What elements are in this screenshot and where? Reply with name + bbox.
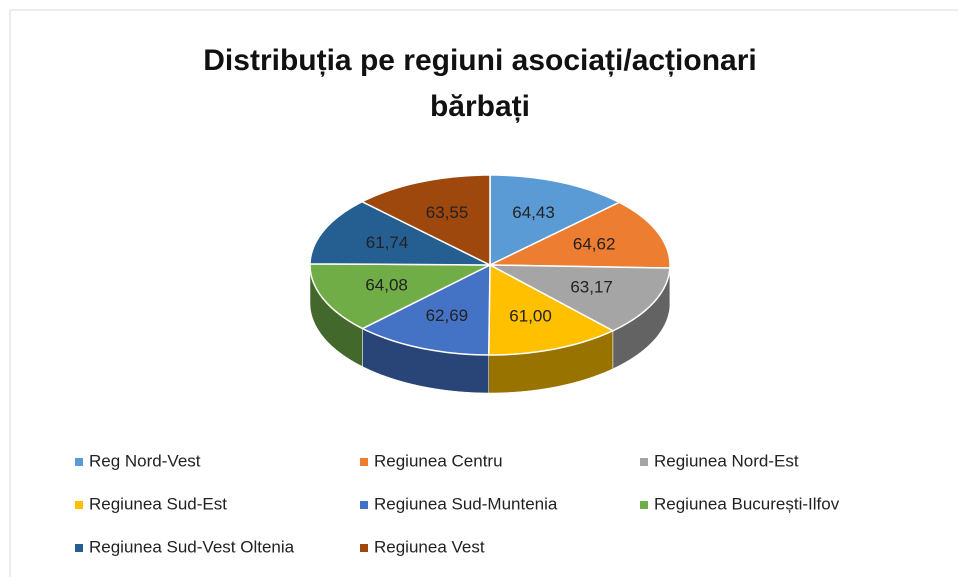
chart-title: Distribuția pe regiuni asociați/acționar… xyxy=(203,44,757,123)
legend-label: Regiunea Sud-Est xyxy=(89,494,227,513)
legend-swatch xyxy=(640,501,648,509)
legend-swatch xyxy=(75,458,83,466)
legend-label: Regiunea București-Ilfov xyxy=(654,494,840,513)
pie-slice xyxy=(489,201,671,269)
legend-label: Regiunea Sud-Vest Oltenia xyxy=(89,537,295,556)
pie-slice xyxy=(489,264,671,332)
data-label: 62,69 xyxy=(426,306,469,325)
data-label: 64,08 xyxy=(365,275,408,294)
data-label: 63,17 xyxy=(570,278,613,297)
data-label: 64,62 xyxy=(573,234,616,253)
data-label: 64,43 xyxy=(512,203,555,222)
legend-label: Regiunea Vest xyxy=(374,537,485,556)
pie-slice xyxy=(360,174,491,267)
legend-swatch xyxy=(75,501,83,509)
legend-swatch xyxy=(360,458,368,466)
legend-swatch xyxy=(640,458,648,466)
legend-swatch xyxy=(360,544,368,552)
data-label: 63,55 xyxy=(426,203,469,222)
legend-label: Regiunea Nord-Est xyxy=(654,451,799,470)
pie-slice xyxy=(487,263,615,356)
pie-slice xyxy=(489,174,621,267)
legend-label: Reg Nord-Vest xyxy=(89,451,201,470)
legend-swatch xyxy=(360,501,368,509)
data-label: 61,74 xyxy=(366,233,409,252)
pie-slice xyxy=(309,263,491,330)
chart-frame xyxy=(9,9,958,577)
pie-slice xyxy=(309,200,491,266)
data-label: 61,00 xyxy=(509,306,552,325)
legend-swatch xyxy=(75,544,83,552)
legend-label: Regiunea Centru xyxy=(374,451,503,470)
pie-slice xyxy=(360,263,491,356)
legend-label: Regiunea Sud-Muntenia xyxy=(374,494,558,513)
